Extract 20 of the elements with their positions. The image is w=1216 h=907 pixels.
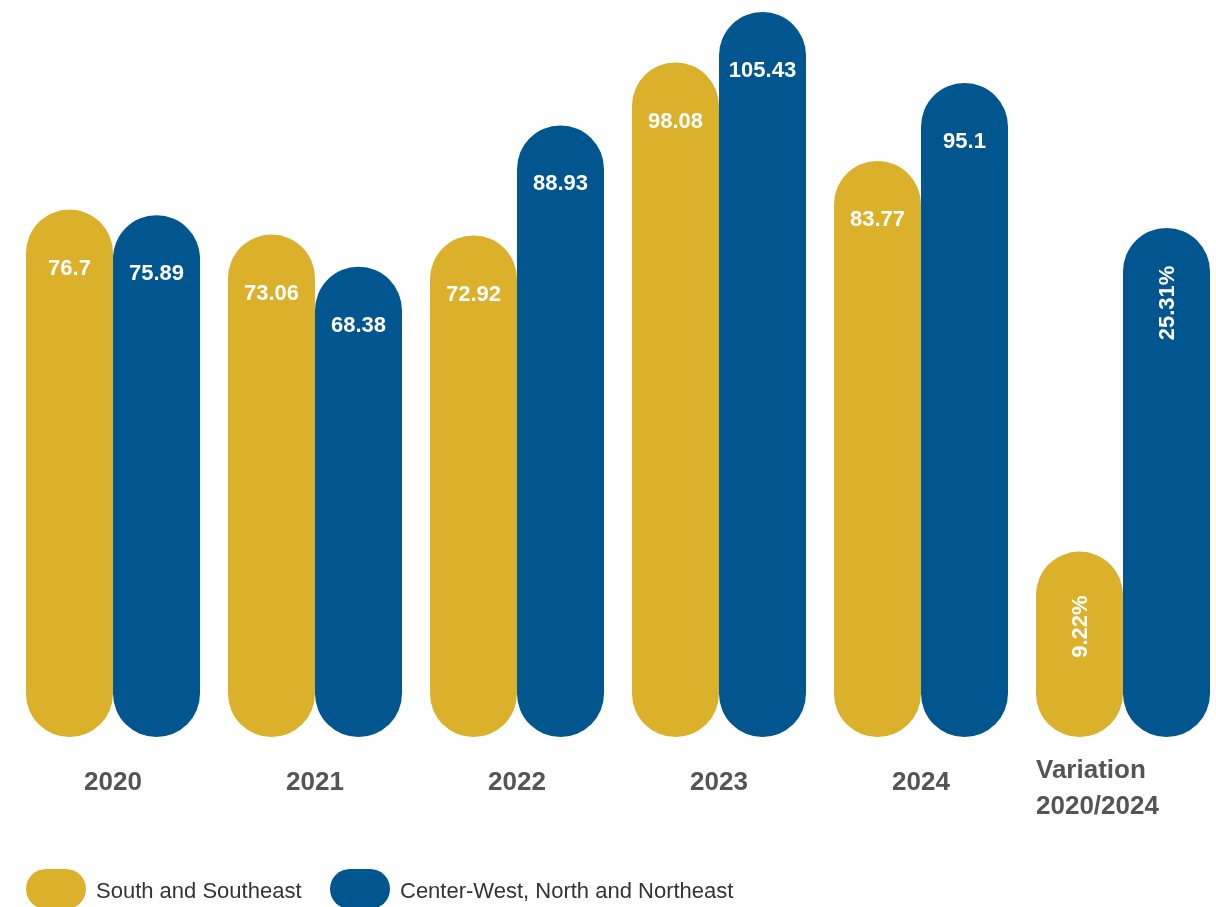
data-label: 83.77 — [849, 205, 906, 231]
x-tick-label: 2021 — [286, 766, 344, 796]
data-label: 9.22% — [1067, 595, 1092, 658]
data-label: 68.38 — [330, 311, 387, 337]
data-label: 25.31% — [1154, 265, 1179, 341]
x-tick-label: 2024 — [892, 766, 951, 796]
x-tick-label: Variation 2020/2024 — [1036, 754, 1160, 820]
data-label: 98.08 — [647, 107, 704, 133]
legend-label: Center-West, North and Northeast — [400, 878, 734, 903]
data-label: 95.1 — [943, 128, 986, 154]
x-tick-label: 2020 — [84, 766, 142, 796]
data-label: 105.43 — [728, 57, 797, 82]
x-tick-label: 2023 — [690, 766, 748, 796]
data-label: 72.92 — [445, 280, 502, 306]
data-label: 73.06 — [243, 279, 300, 305]
data-label: 75.89 — [128, 260, 185, 286]
data-label: 88.93 — [532, 170, 589, 196]
x-tick-label: 2022 — [488, 766, 546, 796]
legend-label: South and Southeast — [96, 878, 302, 903]
data-label: 76.7 — [48, 254, 91, 280]
